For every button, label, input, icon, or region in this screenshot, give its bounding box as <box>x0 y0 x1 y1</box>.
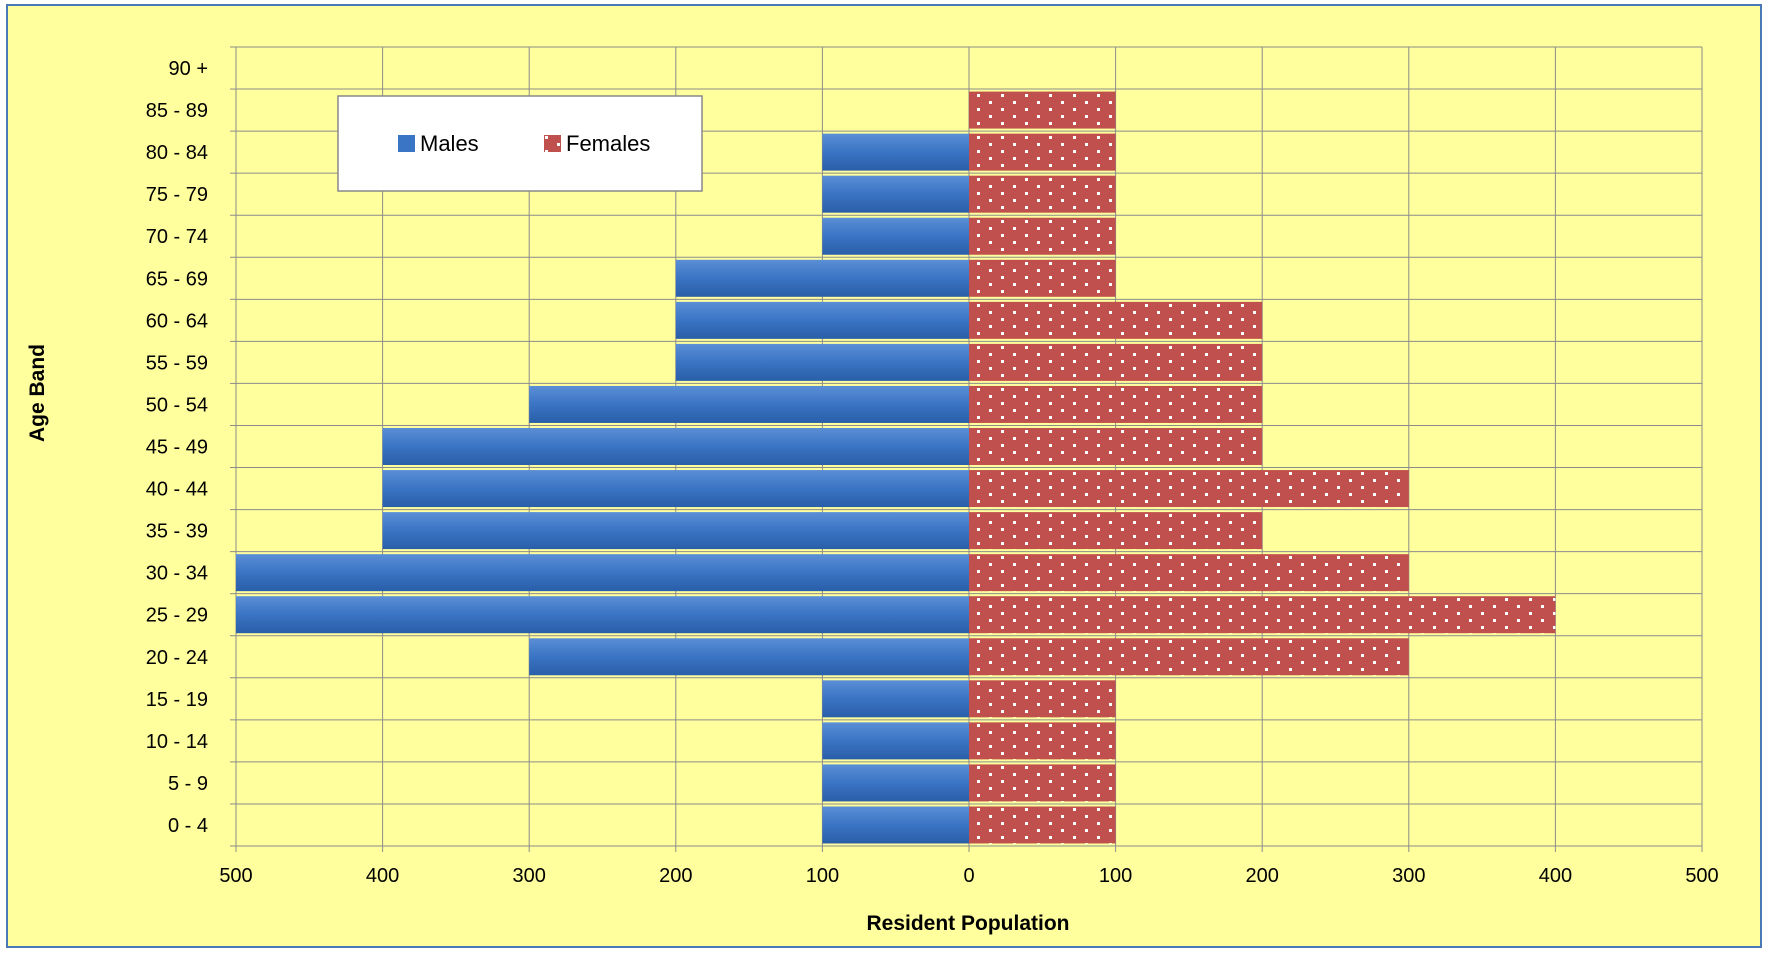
x-tick-label: 300 <box>513 865 546 887</box>
y-tick-label: 20 - 24 <box>146 647 208 669</box>
x-tick-label: 100 <box>806 865 839 887</box>
bar-females <box>969 638 1409 676</box>
y-tick-label: 65 - 69 <box>146 268 208 290</box>
bar-females <box>969 806 1116 844</box>
legend: Males Females <box>337 95 703 192</box>
y-tick-label: 45 - 49 <box>146 437 208 459</box>
bar-females <box>969 554 1409 592</box>
x-tick-label: 200 <box>1246 865 1279 887</box>
bar-males <box>822 680 969 718</box>
legend-label-males: Males <box>420 131 479 156</box>
legend-label-females: Females <box>566 131 650 156</box>
bar-males <box>529 385 969 423</box>
x-tick-label: 500 <box>219 865 252 887</box>
bar-males <box>382 427 970 466</box>
grid <box>230 46 1703 852</box>
bar-females <box>969 512 1263 550</box>
bar-males <box>822 764 969 802</box>
y-tick-label: 50 - 54 <box>146 394 208 416</box>
y-tick-label: 5 - 9 <box>168 773 208 795</box>
legend-swatch-males <box>398 135 415 152</box>
bar-males <box>675 259 969 297</box>
y-tick-label: 15 - 19 <box>146 689 208 711</box>
y-tick-label: 0 - 4 <box>168 815 208 837</box>
bar-females <box>969 427 1263 466</box>
bar-males <box>675 301 969 339</box>
y-tick-label: 90 + <box>169 58 208 80</box>
bar-females <box>969 680 1116 718</box>
bar-males <box>382 470 970 508</box>
bar-males <box>382 512 970 550</box>
y-tick-label: 35 - 39 <box>146 521 208 543</box>
y-tick-label: 75 - 79 <box>146 184 208 206</box>
y-tick-label: 80 - 84 <box>146 142 208 164</box>
bar-females <box>969 385 1263 423</box>
bar-females <box>969 764 1116 802</box>
bar-males <box>822 175 969 213</box>
bar-males <box>236 554 969 592</box>
y-axis-tick-labels: 0 - 4 5 - 9 10 - 14 15 - 19 20 - 24 25 - 29 30… <box>146 58 208 837</box>
bar-females <box>969 301 1263 339</box>
bar-females <box>969 596 1556 634</box>
bar-males <box>529 638 969 676</box>
x-tick-label: 100 <box>1099 865 1132 887</box>
y-tick-label: 10 - 14 <box>146 731 208 753</box>
bar-females <box>969 217 1116 255</box>
bar-females <box>969 343 1263 381</box>
y-axis-title: Age Band <box>26 344 49 442</box>
y-tick-label: 55 - 59 <box>146 352 208 374</box>
y-tick-label: 30 - 34 <box>146 563 208 585</box>
bar-females <box>969 470 1409 508</box>
x-tick-label: 300 <box>1392 865 1425 887</box>
y-tick-label: 60 - 64 <box>146 310 208 332</box>
bar-females <box>969 91 1116 129</box>
bar-females <box>969 259 1116 297</box>
x-tick-label: 0 <box>963 865 974 887</box>
x-tick-label: 400 <box>1539 865 1572 887</box>
legend-swatch-females <box>544 135 561 152</box>
bar-males <box>236 596 969 634</box>
bar-males <box>822 806 969 844</box>
x-axis-title: Resident Population <box>866 912 1069 935</box>
y-tick-label: 70 - 74 <box>146 226 208 248</box>
y-tick-label: 25 - 29 <box>146 605 208 627</box>
x-axis-tick-labels: 500 400 300 200 100 0 100 200 300 400 500 <box>219 865 1718 887</box>
bar-males <box>822 722 969 760</box>
y-tick-label: 40 - 44 <box>146 479 208 501</box>
bar-males <box>822 217 969 255</box>
bar-females <box>969 133 1116 171</box>
x-tick-label: 500 <box>1685 865 1718 887</box>
y-tick-label: 85 - 89 <box>146 100 208 122</box>
bars <box>236 91 1556 844</box>
bar-females <box>969 722 1116 760</box>
x-tick-label: 400 <box>366 865 399 887</box>
bar-males <box>822 133 969 171</box>
bar-females <box>969 175 1116 213</box>
bar-males <box>675 343 969 381</box>
x-tick-label: 200 <box>659 865 692 887</box>
